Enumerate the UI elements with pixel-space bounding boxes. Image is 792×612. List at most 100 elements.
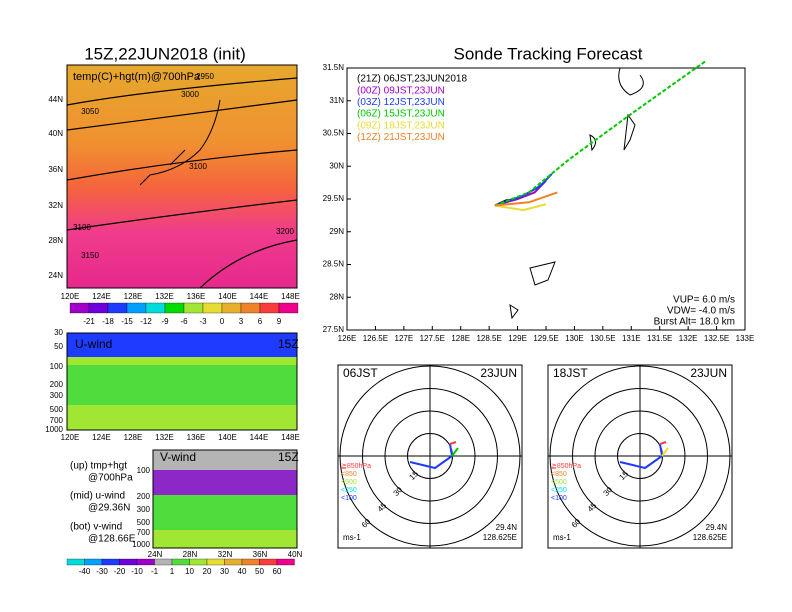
x-tick-label: 136E xyxy=(187,433,206,442)
hodograph xyxy=(409,443,454,470)
label: 128.625E xyxy=(693,533,727,542)
annotation: VUP= 6.0 m/s xyxy=(673,295,735,306)
colorbar-label: 60 xyxy=(273,567,282,576)
legend-entry: (00Z) 09JST,23JUN xyxy=(357,85,445,96)
label: V-wind xyxy=(160,450,196,464)
v-band xyxy=(153,470,297,495)
x-tick-label: 148E xyxy=(281,292,300,301)
y-tick-label: 300 xyxy=(137,505,151,514)
colorbar-box xyxy=(241,558,260,566)
x-tick-label: 148E xyxy=(281,433,300,442)
hodograph xyxy=(619,443,664,470)
y-tick-label: 1000 xyxy=(132,540,150,549)
colorbar-label: 6 xyxy=(258,317,263,326)
label: U-wind xyxy=(75,337,112,351)
x-tick-label: 128E xyxy=(451,334,470,343)
label: temp(C)+hgt(m)@700hPa xyxy=(73,71,201,83)
x-tick-label: 131E xyxy=(622,334,641,343)
panel-title: 15Z,22JUN2018 (init) xyxy=(84,44,246,63)
x-tick-label: 131.5E xyxy=(647,334,672,343)
y-tick-label: 100 xyxy=(137,466,151,475)
pressure-legend: <100 xyxy=(341,495,357,502)
x-tick-label: 128E xyxy=(124,292,143,301)
x-tick-label: 132E xyxy=(679,334,698,343)
colorbar-box xyxy=(164,302,185,314)
colorbar-label: 1 xyxy=(170,567,175,576)
colorbar-label: -40 xyxy=(79,567,91,576)
hodograph xyxy=(451,447,459,457)
note: (bot) v-wind xyxy=(70,522,122,533)
u-band xyxy=(67,405,297,430)
legend-entry: (09Z) 18JST,23JUN xyxy=(357,120,445,131)
annotation: Burst Alt= 18.0 km xyxy=(654,317,735,328)
colorbar-box xyxy=(171,558,190,566)
colorbar-box xyxy=(189,558,208,566)
colorbar-label: 0 xyxy=(220,317,225,326)
colorbar-box xyxy=(69,302,90,314)
hodograph xyxy=(449,441,457,445)
y-tick-label: 32N xyxy=(48,201,63,210)
v-wind-panel xyxy=(152,449,298,549)
colorbar-label: 3 xyxy=(239,317,244,326)
colorbar-box xyxy=(276,558,295,566)
x-tick-label: 32N xyxy=(218,550,233,559)
x-tick-label: 124E xyxy=(92,433,111,442)
track xyxy=(494,191,558,207)
frame xyxy=(346,67,746,331)
note: (up) tmp+hgt xyxy=(70,461,127,472)
frame xyxy=(66,332,298,431)
x-tick-label: 132E xyxy=(155,433,174,442)
y-tick-label: 30.5N xyxy=(323,129,345,138)
y-tick-label: 28N xyxy=(329,292,344,301)
x-tick-label: 144E xyxy=(250,292,269,301)
track xyxy=(494,60,706,207)
pressure-legend: <850 xyxy=(551,471,567,478)
y-tick-label: 100 xyxy=(50,362,64,371)
annotation: VDW= -4.0 m/s xyxy=(667,306,735,317)
colorbar-label: -3 xyxy=(199,317,207,326)
colorbar-label: 40 xyxy=(238,567,247,576)
y-tick-label: 500 xyxy=(137,518,151,527)
x-tick-label: 24N xyxy=(148,550,163,559)
note: (mid) u-wind xyxy=(70,491,125,502)
colorbar-box xyxy=(221,302,242,314)
y-tick-label: 500 xyxy=(50,405,64,414)
colorbar-box xyxy=(224,558,243,566)
pressure-legend: ≧850hPa xyxy=(341,463,371,470)
v-band xyxy=(153,530,297,548)
y-tick-label: 1000 xyxy=(45,425,63,434)
colorbar-label: -6 xyxy=(180,317,188,326)
contour-label: 2950 xyxy=(196,72,214,81)
x-tick-label: 130E xyxy=(565,334,584,343)
contours xyxy=(66,77,298,289)
colorbar-box xyxy=(259,558,278,566)
note: @29.36N xyxy=(88,503,130,514)
colorbar-box xyxy=(101,558,120,566)
x-tick-label: 129E xyxy=(508,334,527,343)
x-tick-label: 144E xyxy=(250,433,269,442)
label: 18JST xyxy=(553,366,588,380)
coastline xyxy=(139,99,221,186)
colorbar-box xyxy=(278,302,299,314)
colorbar-label: 9 xyxy=(277,317,282,326)
y-tick-label: 28N xyxy=(48,236,63,245)
temp-map xyxy=(66,64,298,289)
pressure-legend: <500 xyxy=(341,479,357,486)
x-tick-label: 136E xyxy=(187,292,206,301)
x-tick-label: 132.5E xyxy=(704,334,729,343)
label: 06JST xyxy=(343,366,378,380)
y-tick-label: 31N xyxy=(329,96,344,105)
colorbar-box xyxy=(66,558,85,566)
colorbar-box xyxy=(84,558,103,566)
x-tick-label: 127E xyxy=(395,334,414,343)
x-tick-label: 130.5E xyxy=(590,334,615,343)
y-tick-label: 29.5N xyxy=(323,194,345,203)
y-tick-label: 30N xyxy=(329,161,344,170)
y-tick-label: 40N xyxy=(48,129,63,138)
y-tick-label: 200 xyxy=(137,492,151,501)
legend-entry: (06Z) 15JST,23JUN xyxy=(357,109,445,120)
pressure-legend: ≧850hPa xyxy=(551,463,581,470)
label: 23JUN xyxy=(480,366,517,380)
contour-label: 3150 xyxy=(81,251,99,260)
colorbar-label: -15 xyxy=(121,317,133,326)
